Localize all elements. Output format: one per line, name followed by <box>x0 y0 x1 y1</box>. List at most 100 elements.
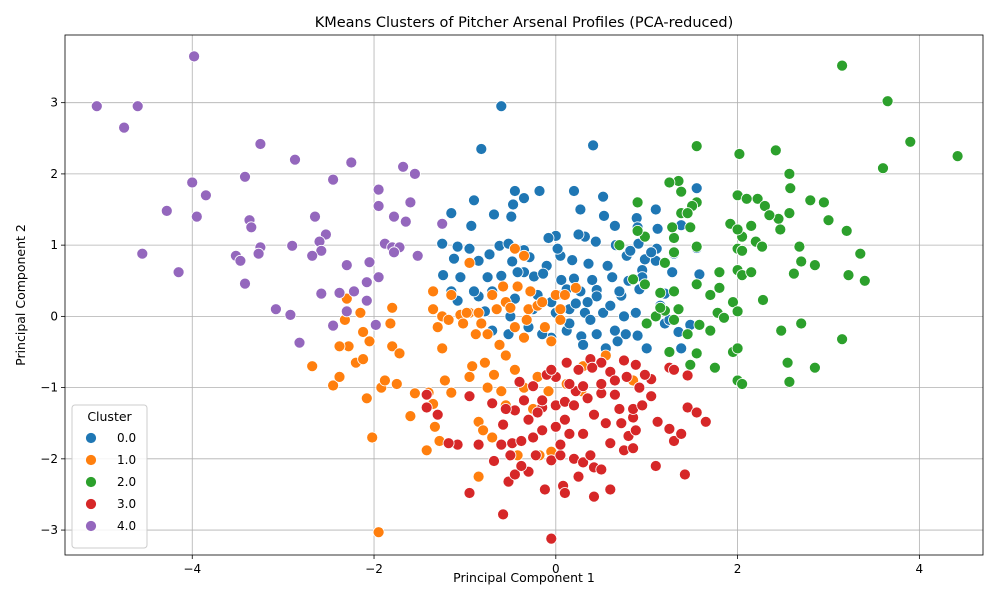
data-point-cluster-2 <box>659 256 671 269</box>
data-point-cluster-0 <box>451 240 464 253</box>
data-point-cluster-0 <box>568 185 580 197</box>
data-point-cluster-4 <box>397 160 410 173</box>
data-point-cluster-2 <box>756 240 768 253</box>
y-axis-label: Principal Component 2 <box>13 224 28 366</box>
data-point-cluster-3 <box>545 454 558 467</box>
data-point-cluster-1 <box>569 281 582 294</box>
data-point-cluster-0 <box>551 242 564 255</box>
data-point-cluster-2 <box>804 194 817 207</box>
data-point-cluster-0 <box>690 182 703 195</box>
data-point-cluster-1 <box>357 326 370 338</box>
data-point-cluster-1 <box>333 340 346 353</box>
data-point-cluster-4 <box>408 167 421 180</box>
data-point-cluster-0 <box>572 228 585 241</box>
data-point-cluster-0 <box>465 219 478 232</box>
data-point-cluster-3 <box>549 420 562 433</box>
data-point-cluster-3 <box>527 380 539 393</box>
data-point-cluster-2 <box>842 269 855 282</box>
data-point-cluster-2 <box>631 196 644 209</box>
data-point-cluster-3 <box>668 435 680 447</box>
data-point-cluster-2 <box>640 317 653 330</box>
data-point-cluster-4 <box>289 153 301 166</box>
data-point-cluster-4 <box>118 121 130 134</box>
data-point-cluster-1 <box>472 470 485 483</box>
data-point-cluster-3 <box>699 415 712 428</box>
legend-marker <box>85 498 97 510</box>
data-point-cluster-2 <box>877 162 889 175</box>
data-point-cluster-0 <box>445 207 458 220</box>
data-point-cluster-2 <box>690 140 703 153</box>
data-point-cluster-4 <box>360 276 373 289</box>
data-point-cluster-1 <box>445 386 458 399</box>
data-point-cluster-3 <box>442 437 455 450</box>
data-point-cluster-0 <box>590 328 603 341</box>
data-point-cluster-3 <box>509 468 521 481</box>
data-point-cluster-2 <box>704 289 717 301</box>
data-point-cluster-0 <box>507 198 519 211</box>
data-point-cluster-0 <box>488 208 500 221</box>
data-point-cluster-1 <box>428 420 441 433</box>
data-point-cluster-1 <box>486 289 499 301</box>
data-point-cluster-2 <box>639 278 651 291</box>
data-point-cluster-0 <box>598 209 610 222</box>
data-point-cluster-4 <box>199 189 212 202</box>
data-point-cluster-2 <box>818 196 830 209</box>
y-tick-label: 1 <box>50 238 58 252</box>
data-point-cluster-2 <box>666 221 679 234</box>
data-point-cluster-3 <box>515 460 528 472</box>
legend-title: Cluster <box>87 409 132 424</box>
data-point-cluster-1 <box>306 360 319 373</box>
data-point-cluster-1 <box>545 335 558 348</box>
data-point-cluster-2 <box>774 223 787 236</box>
data-point-cluster-0 <box>601 259 614 272</box>
data-point-cluster-1 <box>463 256 476 269</box>
data-point-cluster-2 <box>675 185 688 198</box>
data-point-cluster-2 <box>733 148 746 160</box>
y-tick-label: −3 <box>40 523 58 537</box>
data-point-cluster-4 <box>327 173 340 186</box>
data-point-cluster-0 <box>586 274 599 286</box>
data-point-cluster-1 <box>497 280 510 293</box>
data-point-cluster-0 <box>577 338 589 351</box>
legend-items: 0.0 1.0 2.0 3.0 4.0 <box>85 431 136 533</box>
data-point-cluster-1 <box>469 328 482 341</box>
y-tick-label: 0 <box>50 309 58 323</box>
data-point-cluster-1 <box>477 424 490 437</box>
data-point-cluster-3 <box>679 468 691 481</box>
data-point-cluster-3 <box>472 438 485 451</box>
y-tick-label: −2 <box>40 452 58 466</box>
data-point-cluster-4 <box>234 254 247 267</box>
data-point-cluster-1 <box>509 321 521 334</box>
data-point-cluster-1 <box>554 303 567 316</box>
data-point-cluster-0 <box>481 271 494 284</box>
data-point-cluster-3 <box>577 456 589 469</box>
data-point-cluster-1 <box>445 289 458 301</box>
data-point-cluster-0 <box>555 274 568 286</box>
legend: Cluster 0.0 1.0 2.0 3.0 4.0 <box>71 404 148 549</box>
data-point-cluster-1 <box>420 444 433 457</box>
data-point-cluster-2 <box>836 59 848 72</box>
data-point-cluster-1 <box>386 301 399 314</box>
data-point-cluster-3 <box>463 487 476 499</box>
data-point-cluster-3 <box>486 397 499 410</box>
data-point-cluster-2 <box>736 378 748 390</box>
data-point-cluster-4 <box>399 215 412 228</box>
data-point-cluster-4 <box>309 210 321 223</box>
legend-marker <box>85 520 97 532</box>
data-point-cluster-0 <box>569 297 582 310</box>
data-point-cluster-2 <box>690 240 703 253</box>
data-point-cluster-4 <box>388 210 400 223</box>
data-point-cluster-1 <box>378 374 391 387</box>
data-point-cluster-2 <box>681 328 694 341</box>
data-point-cluster-0 <box>649 203 662 216</box>
data-point-cluster-1 <box>481 328 494 341</box>
data-point-cluster-3 <box>627 442 639 455</box>
data-point-cluster-1 <box>384 317 397 330</box>
data-point-cluster-4 <box>404 196 417 209</box>
data-point-cluster-1 <box>436 342 449 355</box>
data-point-cluster-4 <box>340 259 353 272</box>
data-point-cluster-4 <box>136 247 149 260</box>
data-point-cluster-1 <box>524 285 537 298</box>
data-points <box>90 50 964 545</box>
